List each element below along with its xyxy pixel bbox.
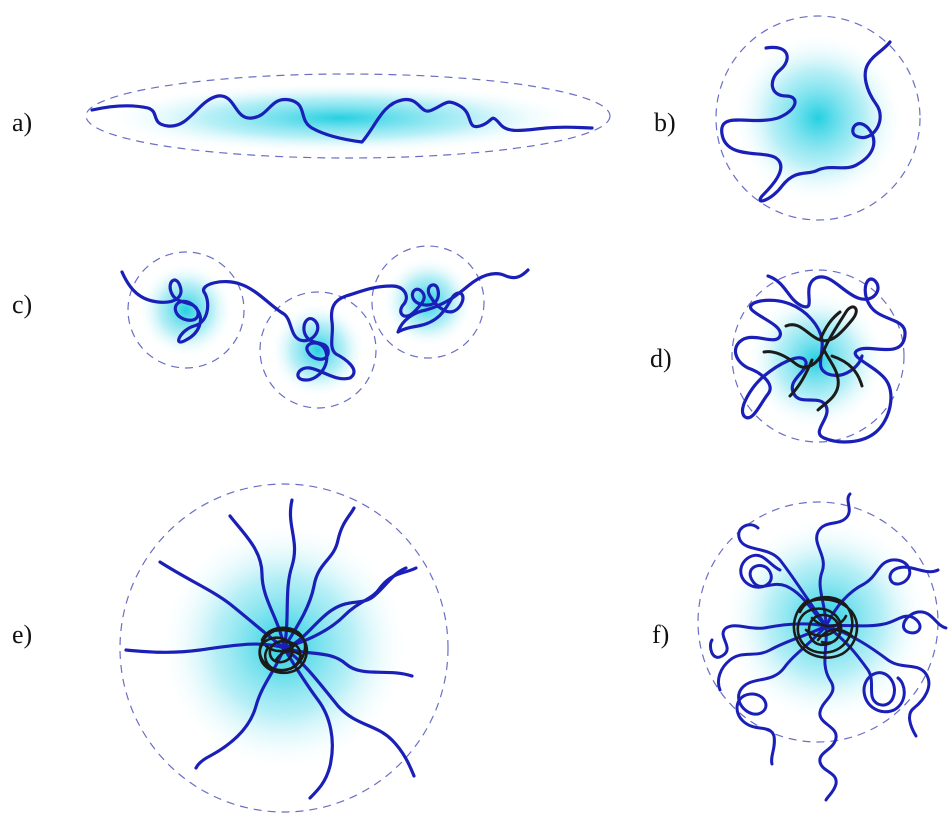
panel-c-boundary-1 [127,251,245,369]
panel-a-halo [100,82,580,154]
panel-f-arm-7 [818,624,838,802]
panel-f-core-tangle [792,595,859,659]
panel-c-boundary-2 [259,291,377,409]
panel-a-boundary [85,73,611,159]
panel-label-d: d) [650,344,672,373]
panel-b-chain [720,40,892,203]
panel-f-core [792,595,859,659]
panel-e-arm-4 [282,498,297,650]
panel-d-boundary [731,269,905,443]
panel-e-arm-5 [282,506,356,650]
panel-f-arm-5 [824,610,948,635]
panel-f-arms [708,492,948,802]
panel-e-diagram [119,483,449,813]
panel-c-halo-3 [382,256,474,348]
panel-a-diagram [85,73,611,159]
panel-e-arm-11 [282,566,408,650]
panel-e-arm-3 [228,514,286,650]
panel-b-halo [732,32,904,204]
panel-c-halo-2 [270,302,366,398]
panel-label-f: f) [652,620,670,649]
panel-e-arm-8 [282,646,334,800]
panel-d-diagram [731,269,907,444]
panel-f-diagram [697,492,948,802]
panel-f-arm-2 [739,553,828,628]
panel-e-arm-9 [194,646,286,770]
panel-e-core-tangle [258,626,309,675]
panel-label-e: e) [12,620,33,649]
panel-a-chain [90,94,594,144]
panel-d-chain-black [762,305,864,412]
panel-c-halo-1 [138,262,234,358]
panel-label-b: b) [654,108,676,137]
panel-c-diagram [120,245,530,409]
panel-b-diagram [715,15,921,221]
panel-b-boundary [715,15,921,221]
panel-label-c: c) [12,290,33,319]
panel-f-arm-1 [708,622,828,659]
panel-c-chain [120,268,530,382]
panel-label-a: a) [12,108,33,137]
panel-f-arm-4 [824,558,940,628]
panel-f-arm-10 [824,624,931,738]
panel-f-arm-9 [737,523,828,628]
panel-c-boundary-3 [371,245,485,359]
panel-e-core [258,626,309,675]
panel-f-arm-8 [735,624,828,766]
panel-f-arm-3 [815,492,852,628]
panel-e-boundary [119,483,449,813]
panel-d-chain-blue [733,274,907,444]
panel-e-arm-10 [282,646,416,778]
panel-f-arm-6 [824,624,906,714]
